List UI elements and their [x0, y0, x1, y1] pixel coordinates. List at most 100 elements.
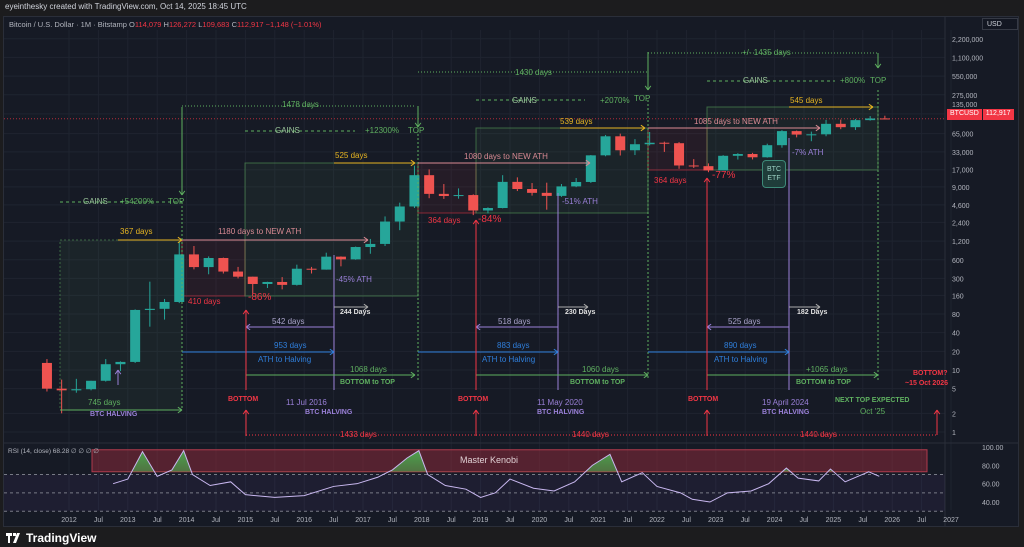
- arrow-head: [475, 326, 481, 331]
- time-axis-label: Jul: [212, 517, 221, 524]
- time-axis-label: Jul: [153, 517, 162, 524]
- candle: [629, 144, 640, 151]
- price-axis-label: 1,200: [952, 239, 970, 246]
- arrow-head: [933, 409, 938, 415]
- annotation-c3-drawdown: -84%: [478, 214, 502, 225]
- annotation-c2-ath-halving-days: 953 days: [274, 341, 307, 350]
- candle: [644, 142, 655, 145]
- arrow-head: [643, 374, 649, 379]
- annotation-c2-post-days: 244 Days: [340, 309, 371, 316]
- arrow-head: [245, 323, 251, 328]
- rsi-legend[interactable]: RSI (14, close) 68.28 ∅ ∅ ∅ ∅: [8, 448, 99, 455]
- time-axis-label: 2017: [355, 517, 371, 524]
- price-axis-label: 33,000: [952, 150, 974, 157]
- candle: [335, 256, 346, 260]
- chart-panel[interactable]: [3, 16, 1019, 527]
- annotation-c1-halving-days: 745 days: [88, 398, 121, 407]
- arrow-head: [874, 63, 879, 69]
- arrow-head: [475, 323, 481, 328]
- low-value: 109,683: [202, 20, 230, 29]
- candle: [438, 193, 449, 197]
- price-axis-label: 275,000: [952, 93, 977, 100]
- candle: [453, 195, 464, 197]
- time-axis-label: 2025: [826, 517, 842, 524]
- time-axis-label: Jul: [388, 517, 397, 524]
- annotation-c1-cycle-days: 1478 days: [282, 100, 319, 109]
- annotation-c2-bottom: BOTTOM: [228, 396, 259, 403]
- arrow-head: [873, 371, 879, 376]
- annotation-c4-halving-date: 19 April 2024: [762, 398, 809, 407]
- candle: [541, 192, 552, 196]
- symbol-name: Bitcoin / U.S. Dollar · 1M · Bitstamp: [9, 20, 127, 29]
- candle: [218, 258, 229, 272]
- arrow-head: [178, 190, 183, 196]
- currency-selector[interactable]: USD: [982, 18, 1018, 30]
- annotation-c4-ath-days: 1085 days to NEW ATH: [694, 117, 778, 126]
- annotation-c4-ath-pct: -7% ATH: [792, 148, 824, 157]
- annotation-c3-b2t-days: 1060 days: [582, 365, 619, 374]
- candle: [718, 155, 729, 171]
- annotation-c5-bottom: BOTTOM?: [913, 370, 948, 377]
- annotation-c2-bottom-halving: 542 days: [272, 317, 305, 326]
- price-axis-label: 20: [952, 349, 960, 356]
- annotation-c4-post-days: 182 Days: [797, 309, 828, 316]
- annotation-c2-gain-pct: +12300%: [365, 126, 400, 135]
- rsi-axis-label: 60.00: [982, 482, 1000, 489]
- tradingview-logo[interactable]: TradingView: [6, 531, 96, 545]
- candle: [497, 181, 508, 209]
- annotation-c3-gain-pct: +2070%: [600, 96, 630, 105]
- price-axis-label: 300: [952, 276, 964, 283]
- candle: [159, 301, 170, 309]
- arrow-head: [177, 409, 183, 414]
- annotation-c2-halving-date: 11 Jul 2016: [286, 398, 327, 407]
- arrow-head: [706, 177, 711, 183]
- candle: [571, 181, 582, 187]
- price-axis-label: 17,000: [952, 168, 974, 175]
- arrow-head: [242, 409, 247, 415]
- rsi-pane: [4, 449, 945, 512]
- candle: [203, 258, 214, 268]
- time-axis-label: 2019: [473, 517, 489, 524]
- annotation-c4-bottom-days: 1440 days: [800, 430, 837, 439]
- candle: [380, 221, 391, 244]
- candle: [615, 136, 626, 151]
- arrow-head: [410, 371, 416, 376]
- annotation-c2-bottom-days: 1433 days: [340, 430, 377, 439]
- annotation-box: [181, 239, 246, 297]
- last-price-tag: BTCUSD 112,917: [947, 109, 1014, 120]
- candle: [600, 136, 611, 156]
- candle: [86, 380, 97, 390]
- arrow-head: [329, 351, 335, 356]
- arrow-head: [410, 159, 416, 164]
- time-axis-label: 2012: [61, 517, 77, 524]
- annotation-c3-ath-pct: -51% ATH: [562, 197, 598, 206]
- annotation-c2-ath-halving: ATH to Halving: [258, 355, 312, 364]
- candle: [71, 389, 82, 391]
- time-axis-label: 2027: [943, 517, 959, 524]
- arrow-head: [177, 236, 183, 241]
- arrow-head: [868, 106, 874, 111]
- annotation-c4-ath-halving-days: 890 days: [724, 341, 757, 350]
- rsi-axis-label: 80.00: [982, 463, 1000, 470]
- arrow-head: [363, 303, 369, 308]
- annotation-box: [59, 239, 183, 411]
- arrow-head: [784, 348, 790, 353]
- time-axis-label: 2024: [767, 517, 783, 524]
- close-label: C: [231, 20, 237, 29]
- rsi-axis-label: 100.00: [982, 445, 1004, 452]
- candle: [321, 256, 332, 270]
- candle: [56, 388, 67, 391]
- annotation-c1-drawdown: -86%: [248, 292, 272, 303]
- candle: [762, 145, 773, 158]
- arrow-head: [585, 162, 591, 167]
- annotation-c2-ath-pct: -45% ATH: [336, 275, 372, 284]
- candle: [233, 271, 244, 277]
- arrow-head: [585, 159, 591, 164]
- price-axis-label: 550,000: [952, 74, 977, 81]
- annotation-box: [706, 106, 879, 171]
- time-axis-label: Jul: [623, 517, 632, 524]
- symbol-legend[interactable]: Bitcoin / U.S. Dollar · 1M · Bitstamp O1…: [9, 20, 322, 29]
- annotation-c4-gain-pct: +800%: [840, 76, 866, 85]
- time-axis-label: Jul: [564, 517, 573, 524]
